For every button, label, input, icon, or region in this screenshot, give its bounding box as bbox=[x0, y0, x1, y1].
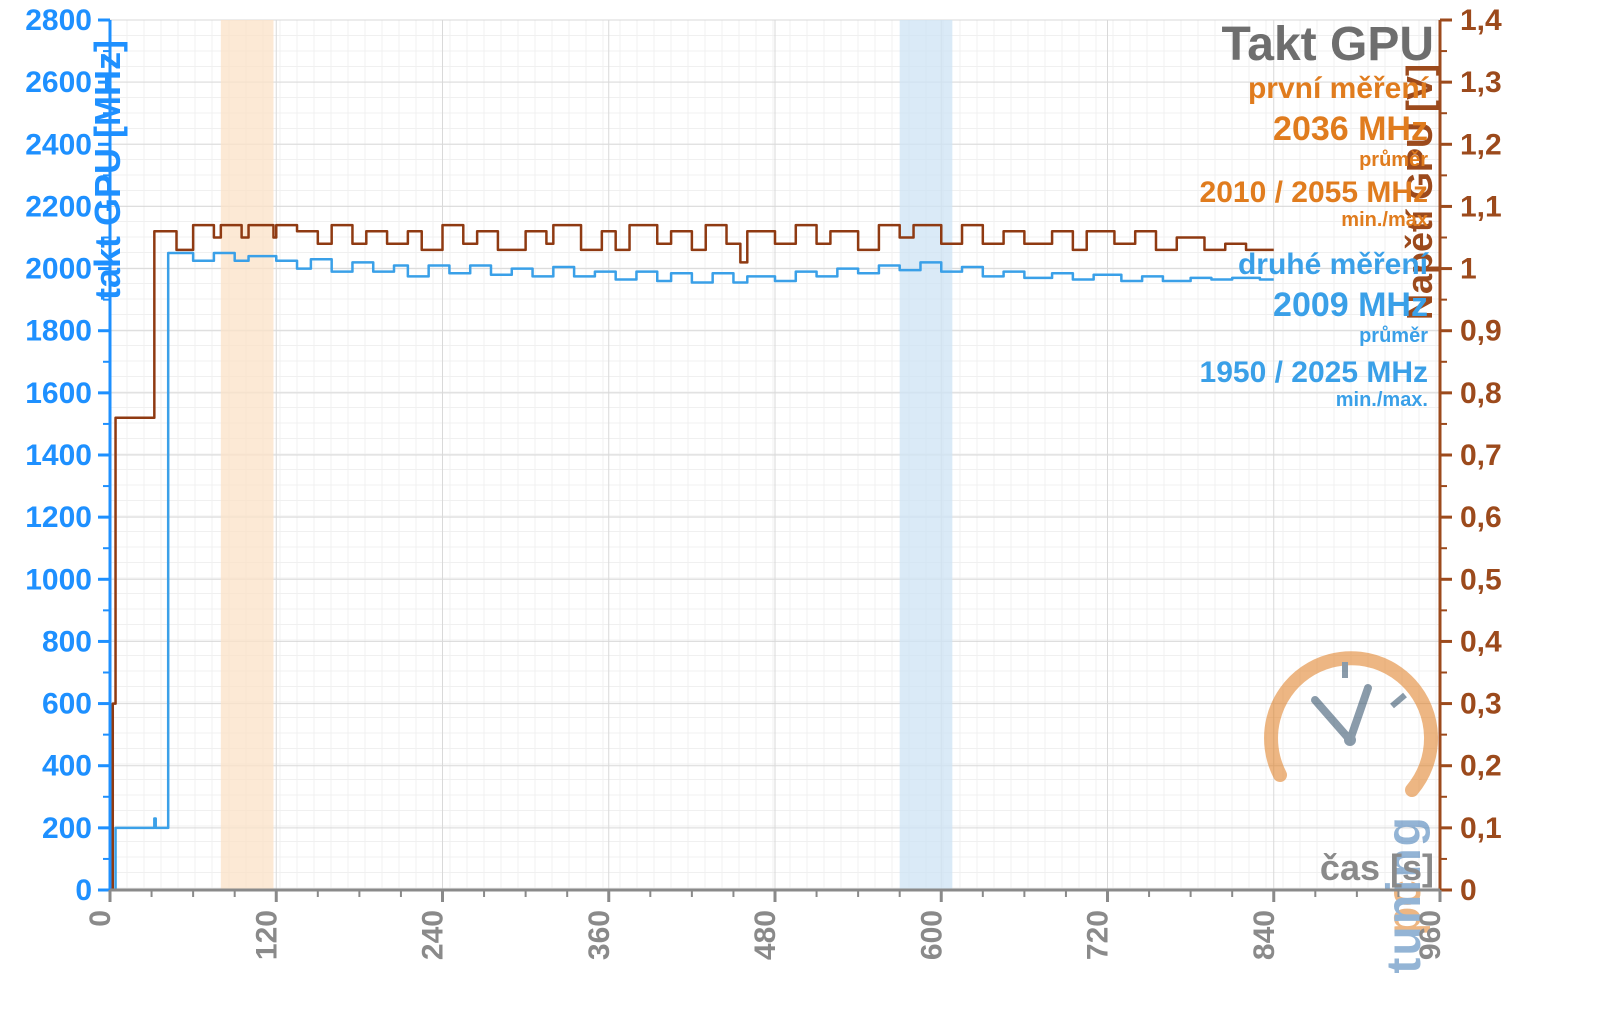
svg-text:600: 600 bbox=[42, 688, 92, 721]
svg-text:1950 / 2025 MHz: 1950 / 2025 MHz bbox=[1200, 356, 1428, 389]
svg-text:průměr: průměr bbox=[1359, 325, 1428, 347]
svg-text:840: 840 bbox=[1248, 910, 1281, 960]
svg-text:min./max: min./max bbox=[1341, 209, 1428, 231]
svg-text:2036 MHz: 2036 MHz bbox=[1273, 110, 1428, 148]
svg-text:průměr: průměr bbox=[1359, 149, 1428, 171]
svg-text:min./max.: min./max. bbox=[1336, 389, 1428, 411]
svg-text:1,2: 1,2 bbox=[1460, 128, 1502, 161]
svg-text:1200: 1200 bbox=[25, 501, 92, 534]
svg-text:720: 720 bbox=[1082, 910, 1115, 960]
svg-text:0,1: 0,1 bbox=[1460, 812, 1502, 845]
chart-title: Takt GPU bbox=[1222, 18, 1434, 71]
x-axis-label: čas [s] bbox=[1320, 847, 1434, 888]
svg-text:2009 MHz: 2009 MHz bbox=[1273, 286, 1428, 324]
svg-text:200: 200 bbox=[42, 812, 92, 845]
svg-text:2000: 2000 bbox=[25, 253, 92, 286]
svg-text:2800: 2800 bbox=[25, 4, 92, 37]
svg-text:0,2: 0,2 bbox=[1460, 750, 1502, 783]
svg-text:2010 / 2055 MHz: 2010 / 2055 MHz bbox=[1200, 176, 1428, 209]
svg-text:0: 0 bbox=[1460, 874, 1477, 907]
svg-text:480: 480 bbox=[749, 910, 782, 960]
svg-text:1800: 1800 bbox=[25, 315, 92, 348]
svg-text:1000: 1000 bbox=[25, 563, 92, 596]
svg-text:600: 600 bbox=[915, 910, 948, 960]
svg-text:360: 360 bbox=[583, 910, 616, 960]
svg-text:1: 1 bbox=[1460, 253, 1477, 286]
svg-text:960: 960 bbox=[1414, 910, 1447, 960]
svg-text:0,9: 0,9 bbox=[1460, 315, 1502, 348]
svg-text:2400: 2400 bbox=[25, 128, 92, 161]
svg-text:0,6: 0,6 bbox=[1460, 501, 1502, 534]
svg-text:0,7: 0,7 bbox=[1460, 439, 1502, 472]
svg-text:0: 0 bbox=[84, 910, 117, 927]
svg-text:120: 120 bbox=[250, 910, 283, 960]
svg-text:1,1: 1,1 bbox=[1460, 190, 1502, 223]
svg-text:240: 240 bbox=[417, 910, 450, 960]
svg-text:400: 400 bbox=[42, 750, 92, 783]
svg-text:0,5: 0,5 bbox=[1460, 563, 1502, 596]
svg-text:1400: 1400 bbox=[25, 439, 92, 472]
svg-text:1,4: 1,4 bbox=[1460, 4, 1502, 37]
svg-text:první měření: první měření bbox=[1248, 72, 1430, 105]
svg-text:druhé měření: druhé měření bbox=[1238, 248, 1430, 281]
svg-text:0,3: 0,3 bbox=[1460, 688, 1502, 721]
y-left-label: takt GPU [MHz] bbox=[87, 40, 128, 300]
svg-text:2200: 2200 bbox=[25, 190, 92, 223]
svg-text:1600: 1600 bbox=[25, 377, 92, 410]
svg-text:0,4: 0,4 bbox=[1460, 625, 1502, 658]
svg-text:1,3: 1,3 bbox=[1460, 66, 1502, 99]
chart-svg: pctuning02004006008001000120014001600180… bbox=[0, 0, 1600, 1009]
gpu-clock-chart: pctuning02004006008001000120014001600180… bbox=[0, 0, 1600, 1009]
svg-text:2600: 2600 bbox=[25, 66, 92, 99]
svg-text:0,8: 0,8 bbox=[1460, 377, 1502, 410]
svg-text:0: 0 bbox=[75, 874, 92, 907]
svg-text:800: 800 bbox=[42, 625, 92, 658]
